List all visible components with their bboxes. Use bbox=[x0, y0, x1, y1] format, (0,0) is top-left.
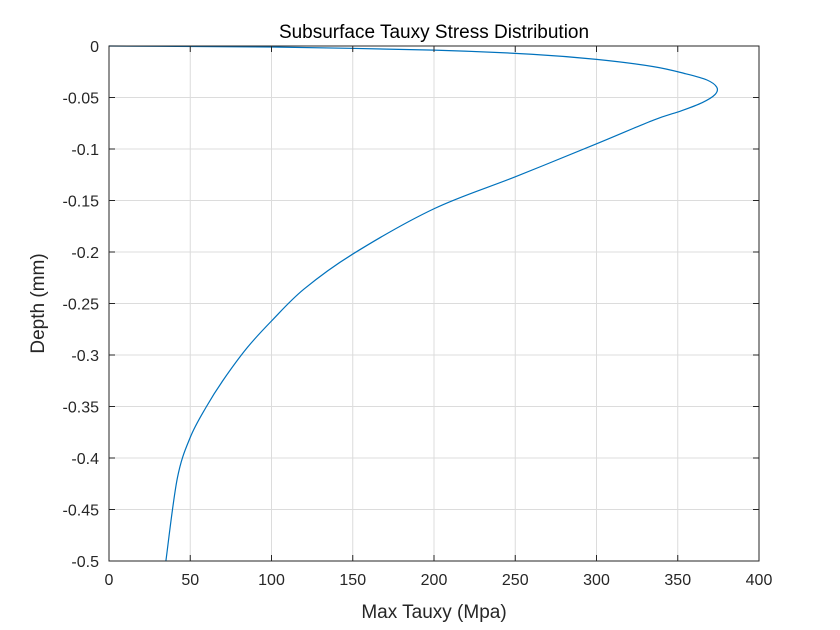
x-tick-label: 300 bbox=[583, 572, 610, 589]
y-tick-label: -0.1 bbox=[71, 142, 99, 159]
y-tick-label: -0.25 bbox=[63, 297, 100, 314]
y-tick-label: -0.45 bbox=[63, 503, 100, 520]
x-tick-label: 400 bbox=[746, 572, 773, 589]
axes bbox=[108, 45, 760, 562]
x-tick-label: 0 bbox=[105, 572, 114, 589]
y-tick-label: -0.3 bbox=[71, 348, 99, 365]
x-tick-label: 100 bbox=[258, 572, 285, 589]
tick-labels: 0 50 100 150 200 250 300 350 400 0 -0.05 -0.1 -0.15 -… bbox=[63, 39, 773, 589]
x-tick-label: 50 bbox=[181, 572, 199, 589]
series-layer bbox=[108, 45, 719, 562]
y-tick-label: -0.05 bbox=[63, 91, 100, 108]
x-tick-label: 250 bbox=[502, 572, 529, 589]
x-tick-label: 150 bbox=[339, 572, 366, 589]
x-tick-label: 200 bbox=[421, 572, 448, 589]
y-tick-label: -0.5 bbox=[71, 554, 99, 571]
y-tick-label: -0.35 bbox=[63, 400, 100, 417]
y-tick-label: -0.15 bbox=[63, 194, 100, 211]
chart-title: Subsurface Tauxy Stress Distribution bbox=[279, 22, 589, 43]
y-tick-label: -0.2 bbox=[71, 245, 99, 262]
x-tick-label: 350 bbox=[664, 572, 691, 589]
y-tick-label: 0 bbox=[90, 39, 99, 56]
grid bbox=[108, 45, 760, 562]
series-line bbox=[108, 45, 719, 562]
y-axis-label: Depth (mm) bbox=[28, 253, 49, 353]
x-axis-label: Max Tauxy (Mpa) bbox=[361, 602, 506, 623]
y-tick-label: -0.4 bbox=[71, 451, 99, 468]
